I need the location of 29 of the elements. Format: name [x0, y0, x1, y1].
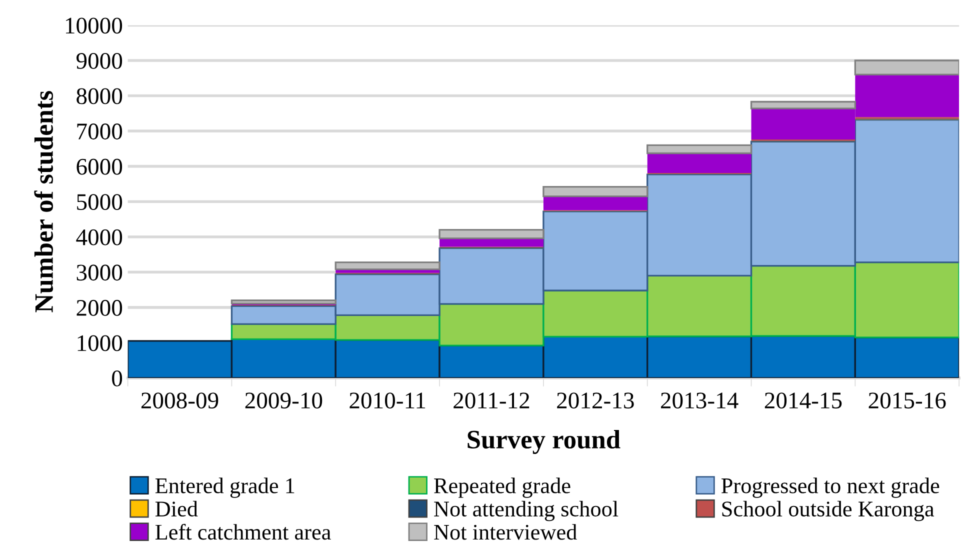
x-axis-title: Survey round: [468, 430, 620, 454]
legend-label: Entered grade 1: [155, 478, 294, 498]
legend-label: Not attending school: [434, 500, 618, 522]
legend-label: Died: [155, 500, 198, 517]
y-axis-title: Number of students: [34, 91, 54, 312]
y-tick-label: 0: [112, 370, 122, 386]
y-tick-label: 2000: [76, 300, 122, 316]
y-tick-label: 6000: [76, 158, 122, 175]
legend-label: Not interviewed: [434, 524, 577, 540]
x-tick-label: 2010-11: [350, 392, 426, 409]
x-tick-label: 2012-13: [557, 392, 634, 409]
y-tick-label: 9000: [76, 52, 122, 69]
y-tick-label: 10000: [66, 18, 122, 34]
legend-label: Left catchment area: [155, 524, 331, 540]
y-tick-label: 3000: [76, 264, 122, 281]
x-tick-label: 2014-15: [764, 392, 842, 409]
x-tick-label: 2011-12: [454, 392, 530, 409]
legend-label: Repeated grade: [434, 478, 570, 498]
y-tick-label: 7000: [77, 124, 122, 140]
y-tick-label: 4000: [76, 229, 122, 246]
y-tick-label: 8000: [76, 88, 122, 104]
x-tick-label: 2013-14: [660, 392, 738, 409]
x-tick-label: 2009-10: [245, 392, 322, 409]
legend-label: School outside Karonga: [722, 500, 934, 522]
y-tick-label: 1000: [78, 335, 122, 352]
legend-label: Progressed to next grade: [721, 478, 940, 498]
y-tick-label: 5000: [77, 194, 122, 210]
x-tick-label: 2015-16: [868, 392, 946, 409]
x-tick-label: 2008-09: [141, 392, 218, 409]
